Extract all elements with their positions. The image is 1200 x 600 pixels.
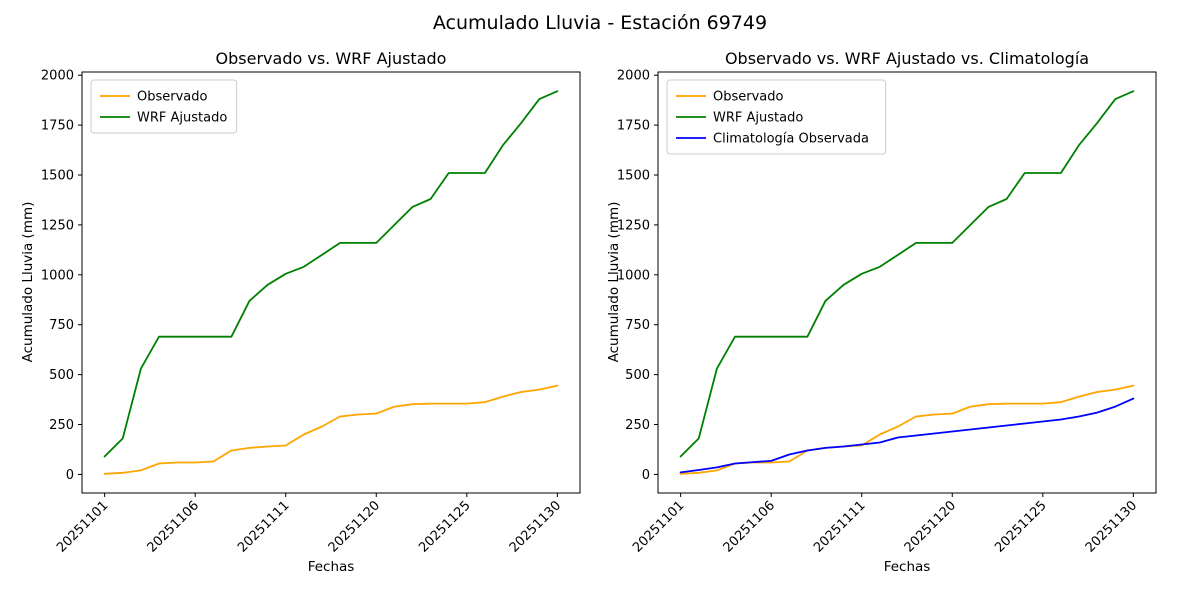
y-tick-label: 1000 (41, 268, 74, 283)
series-line-wrf-ajustado (679, 90, 1135, 458)
x-tick-label: 20251111 (811, 498, 868, 555)
x-tick-label: 20251125 (416, 498, 473, 555)
series-line-observado (103, 384, 559, 475)
y-tick-label: 500 (625, 368, 650, 383)
y-tick-label: 250 (49, 418, 74, 433)
y-tick-label: 750 (49, 318, 74, 333)
left-chart-title: Observado vs. WRF Ajustado (215, 49, 447, 68)
x-tick-label: 20251130 (1083, 498, 1140, 555)
y-tick-label: 1250 (41, 218, 74, 233)
left-chart-xlabel: Fechas (307, 559, 355, 575)
y-tick-label: 1000 (617, 268, 650, 283)
y-tick-label: 0 (642, 468, 650, 483)
right-chart-canvas: 0 250 500 750 1000 1250 1500 1750 2000 20251101 20… (617, 69, 1157, 556)
x-tick-label: 20251106 (721, 498, 778, 555)
legend-label-observado: Observado (137, 90, 208, 105)
x-tick-label: 20251101 (630, 498, 687, 555)
left-chart-canvas: 0 250 500 750 1000 1250 1500 1750 2000 20251101 20… (41, 69, 581, 556)
y-tick-label: 1250 (617, 218, 650, 233)
figure-suptitle: Acumulado Lluvia - Estación 69749 (432, 12, 768, 34)
x-tick-label: 20251111 (235, 498, 292, 555)
y-tick-label: 0 (66, 468, 74, 483)
right-chart-xlabel: Fechas (883, 559, 931, 575)
y-tick-label: 250 (625, 418, 650, 433)
right-chart-ylabel: Acumulado Lluvia (mm) (606, 201, 622, 363)
legend-label-climatologia-observada: Climatología Observada (713, 132, 869, 147)
subplot-right: 0 250 500 750 1000 1250 1500 1750 2000 20251101 20… (600, 0, 1200, 600)
y-tick-label: 500 (49, 368, 74, 383)
y-tick-label: 1750 (617, 119, 650, 134)
y-tick-label: 1750 (41, 119, 74, 134)
y-tick-label: 2000 (617, 69, 650, 84)
x-tick-label: 20251125 (992, 498, 1049, 555)
series-line-wrf-ajustado (103, 90, 559, 458)
legend-label-observado: Observado (713, 90, 784, 105)
legend-label-wrf-ajustado: WRF Ajustado (713, 111, 803, 126)
legend-label-wrf-ajustado: WRF Ajustado (137, 111, 227, 126)
series-line-climatologia-observada (679, 397, 1135, 474)
x-tick-label: 20251120 (326, 498, 383, 555)
y-tick-label: 1500 (41, 169, 74, 184)
right-chart-title: Observado vs. WRF Ajustado vs. Climatolo… (724, 49, 1090, 68)
x-tick-label: 20251130 (507, 498, 564, 555)
x-tick-label: 20251101 (54, 498, 111, 555)
y-tick-label: 2000 (41, 69, 74, 84)
legend-box (666, 79, 887, 155)
y-tick-label: 1500 (617, 169, 650, 184)
x-tick-label: 20251120 (902, 498, 959, 555)
subplot-left: 0 250 500 750 1000 1250 1500 1750 2000 20251101 20… (20, 49, 581, 575)
y-tick-label: 750 (625, 318, 650, 333)
x-tick-label: 20251106 (145, 498, 202, 555)
series-line-observado (679, 384, 1135, 475)
left-chart-ylabel: Acumulado Lluvia (mm) (20, 201, 36, 363)
axes-frame (81, 71, 581, 494)
axes-frame (657, 71, 1157, 494)
legend-box (90, 79, 238, 134)
